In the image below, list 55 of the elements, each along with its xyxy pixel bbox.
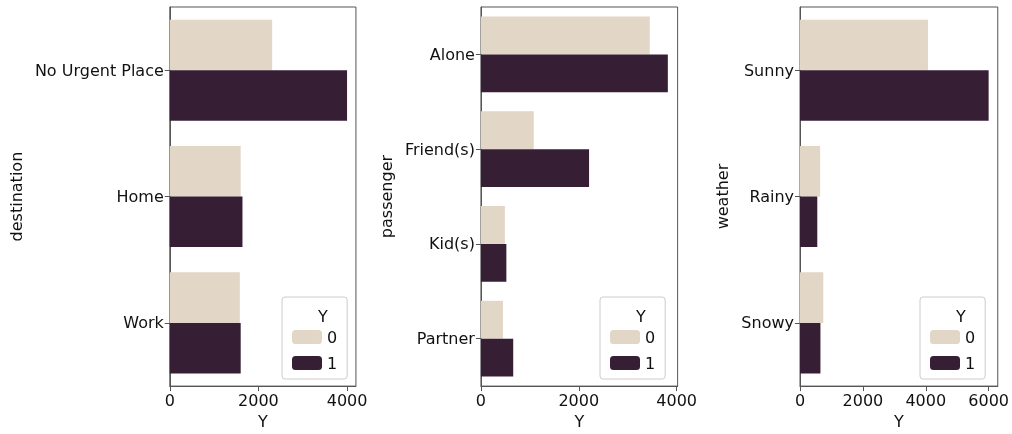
bar <box>800 272 824 323</box>
y-axis-title: passenger <box>376 154 396 239</box>
y-axis-title: weather <box>712 163 732 230</box>
bar <box>800 322 821 374</box>
legend-title: Y <box>635 306 647 326</box>
x-tick-label: 2000 <box>558 390 600 410</box>
x-axis-title: Y <box>892 411 904 431</box>
x-tick-label: 0 <box>475 390 487 410</box>
legend-label: 0 <box>645 327 656 347</box>
legend-title: Y <box>955 306 967 326</box>
bar <box>169 322 241 374</box>
x-tick-label: 0 <box>794 390 806 410</box>
x-tick-label: 0 <box>164 390 175 410</box>
bar <box>169 70 348 121</box>
x-tick-label: 4000 <box>326 390 368 410</box>
bar <box>169 196 243 248</box>
legend-label: 0 <box>327 327 338 347</box>
x-tick-label: 4000 <box>656 390 697 410</box>
y-tick-label: Alone <box>429 44 475 64</box>
y-tick-label: Snowy <box>741 313 794 333</box>
legend-label: 1 <box>965 353 976 373</box>
x-tick-label: 2000 <box>842 390 884 410</box>
y-tick-label: Kid(s) <box>429 234 475 254</box>
bar <box>480 338 514 377</box>
bar <box>800 19 928 71</box>
y-tick-label: Partner <box>416 329 476 349</box>
bar <box>800 70 989 121</box>
y-tick-label: Rainy <box>749 187 794 207</box>
y-tick-label: No Urgent Place <box>34 60 164 80</box>
bar <box>800 196 818 248</box>
y-axis-title: destination <box>6 151 26 242</box>
x-axis-title: Y <box>256 411 268 431</box>
x-axis-title: Y <box>573 411 585 431</box>
bar <box>480 149 590 188</box>
x-tick-label: 6000 <box>968 390 1009 410</box>
bar <box>169 272 240 323</box>
y-tick-label: Work <box>123 313 165 333</box>
bar <box>480 16 650 55</box>
legend-label: 1 <box>327 353 338 373</box>
bar <box>480 54 668 93</box>
bar <box>480 300 503 339</box>
bar <box>480 243 507 282</box>
bar <box>480 111 534 150</box>
bar <box>480 206 505 244</box>
y-tick-label: Friend(s) <box>404 139 475 159</box>
y-tick-label: Home <box>116 187 164 207</box>
legend-title: Y <box>317 306 329 326</box>
x-tick-label: 2000 <box>238 390 279 410</box>
legend-label: 0 <box>965 327 976 347</box>
bar <box>169 19 273 71</box>
x-tick-label: 4000 <box>905 390 947 410</box>
legend-label: 1 <box>645 353 656 373</box>
bar <box>800 146 821 197</box>
y-tick-label: Sunny <box>743 60 794 80</box>
bar <box>169 146 241 197</box>
